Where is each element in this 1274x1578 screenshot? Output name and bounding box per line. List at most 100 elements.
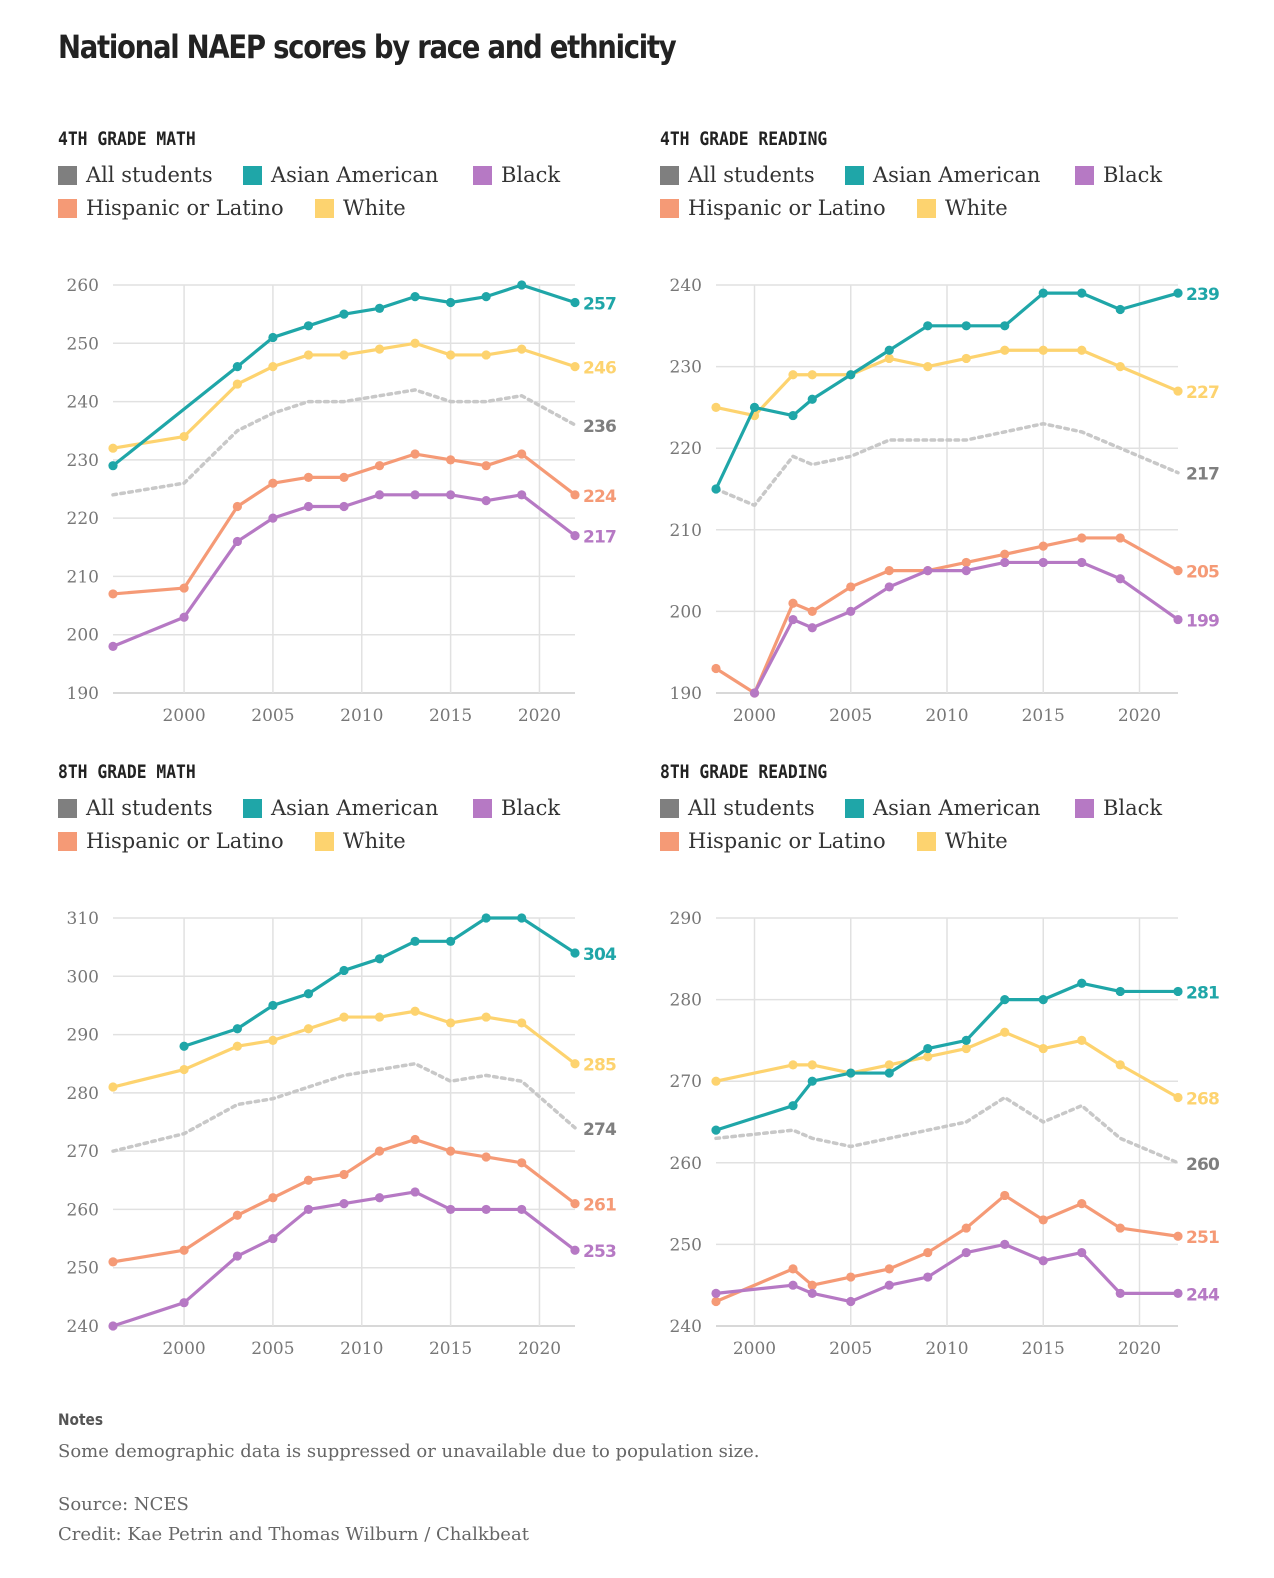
data-point <box>446 936 456 946</box>
data-point <box>1000 1027 1010 1037</box>
series-line <box>111 388 577 497</box>
data-point <box>807 1076 817 1086</box>
data-point <box>884 1264 894 1274</box>
data-point <box>446 1146 456 1156</box>
chart-panel-8th-math: 8TH GRADE MATH All students Asian Americ… <box>58 761 658 1401</box>
data-point <box>179 583 189 593</box>
legend-label: All students <box>86 163 213 187</box>
chart-title: 8TH GRADE READING <box>660 761 828 783</box>
series-asian-american: 304 <box>179 913 618 1051</box>
data-point <box>1038 541 1048 551</box>
data-point <box>179 1245 189 1255</box>
series-line <box>753 560 1179 694</box>
data-point <box>923 1247 933 1258</box>
source-text: Source: NCES <box>58 1494 189 1515</box>
data-point <box>268 332 278 343</box>
legend-item-hispanic-or-latino: Hispanic or Latino <box>58 195 284 221</box>
data-point <box>268 1035 278 1045</box>
data-point <box>788 1060 798 1070</box>
legend-swatch <box>243 165 262 185</box>
series-all-students: 236 <box>111 388 617 497</box>
y-tick-label: 290 <box>67 1026 99 1046</box>
y-tick-label: 270 <box>67 1142 99 1162</box>
data-point <box>1000 549 1010 559</box>
data-point <box>1077 533 1087 543</box>
data-point <box>410 490 420 500</box>
end-value-label: 274 <box>583 1120 617 1140</box>
legend-label: Black <box>501 796 561 820</box>
x-tick-label: 2000 <box>162 1339 205 1359</box>
data-point <box>1173 614 1183 625</box>
x-tick-label: 2010 <box>925 1339 968 1359</box>
data-point <box>374 1193 385 1203</box>
data-point <box>1115 986 1125 997</box>
data-point <box>108 589 118 599</box>
data-point <box>374 954 385 964</box>
legend-item-asian-american: Asian American <box>845 795 1040 821</box>
data-point <box>303 1204 314 1215</box>
legend-label: White <box>343 196 406 220</box>
data-point <box>108 1257 118 1267</box>
data-point <box>923 566 933 576</box>
legend-swatch <box>660 831 679 851</box>
data-point <box>446 297 456 308</box>
data-point <box>339 472 349 482</box>
x-tick-label: 2020 <box>518 706 561 726</box>
data-point <box>232 362 242 372</box>
data-point <box>788 1101 798 1111</box>
chart-notes: Notes Some demographic data is suppresse… <box>58 1410 1218 1545</box>
series-white: 285 <box>108 1006 617 1092</box>
data-point <box>570 490 580 500</box>
x-tick-label: 2020 <box>1118 706 1161 726</box>
data-point <box>846 1068 856 1078</box>
data-point <box>711 663 721 674</box>
data-point <box>923 1043 933 1054</box>
end-value-label: 224 <box>583 487 617 507</box>
legend-label: All students <box>86 796 213 820</box>
data-point <box>232 501 242 512</box>
legend-item-all-students: All students <box>58 162 213 188</box>
data-point <box>1173 288 1183 298</box>
data-point <box>374 303 385 313</box>
data-point <box>1077 978 1087 988</box>
y-tick-label: 280 <box>67 1084 99 1104</box>
legend-label: White <box>945 829 1008 853</box>
end-value-label: 304 <box>583 945 617 965</box>
x-tick-label: 2005 <box>829 1339 872 1359</box>
data-point <box>1173 1231 1183 1241</box>
series-all-students: 274 <box>111 1061 618 1153</box>
legend-swatch <box>660 798 679 818</box>
legend-swatch <box>315 831 334 851</box>
data-point <box>884 1068 894 1078</box>
data-point <box>884 582 894 592</box>
data-point <box>232 1041 242 1051</box>
data-point <box>807 1280 817 1290</box>
y-tick-label: 310 <box>67 909 99 929</box>
data-point <box>374 1012 385 1022</box>
legend-label: Hispanic or Latino <box>688 829 886 853</box>
data-point <box>570 531 580 541</box>
data-point <box>923 321 933 331</box>
data-point <box>1038 1256 1048 1266</box>
y-tick-label: 190 <box>67 684 99 704</box>
data-point <box>179 431 189 442</box>
chart-panel-4th-reading: 4TH GRADE READING All students Asian Ame… <box>660 128 1260 768</box>
chart-panel-8th-reading: 8TH GRADE READING All students Asian Ame… <box>660 761 1260 1401</box>
data-point <box>961 557 971 568</box>
y-tick-label: 210 <box>67 567 99 587</box>
data-point <box>108 443 118 453</box>
data-point <box>570 1059 580 1069</box>
data-point <box>374 490 385 500</box>
data-point <box>570 1245 580 1255</box>
data-point <box>446 1204 456 1215</box>
y-tick-label: 260 <box>67 276 99 296</box>
data-point <box>570 948 580 958</box>
data-point <box>788 1280 798 1290</box>
data-point <box>481 461 491 471</box>
legend-item-hispanic-or-latino: Hispanic or Latino <box>660 828 886 854</box>
legend-label: Black <box>1103 163 1163 187</box>
end-value-label: 239 <box>1186 285 1219 305</box>
y-tick-label: 300 <box>67 967 99 987</box>
data-point <box>232 1210 242 1220</box>
y-tick-label: 230 <box>670 358 702 378</box>
